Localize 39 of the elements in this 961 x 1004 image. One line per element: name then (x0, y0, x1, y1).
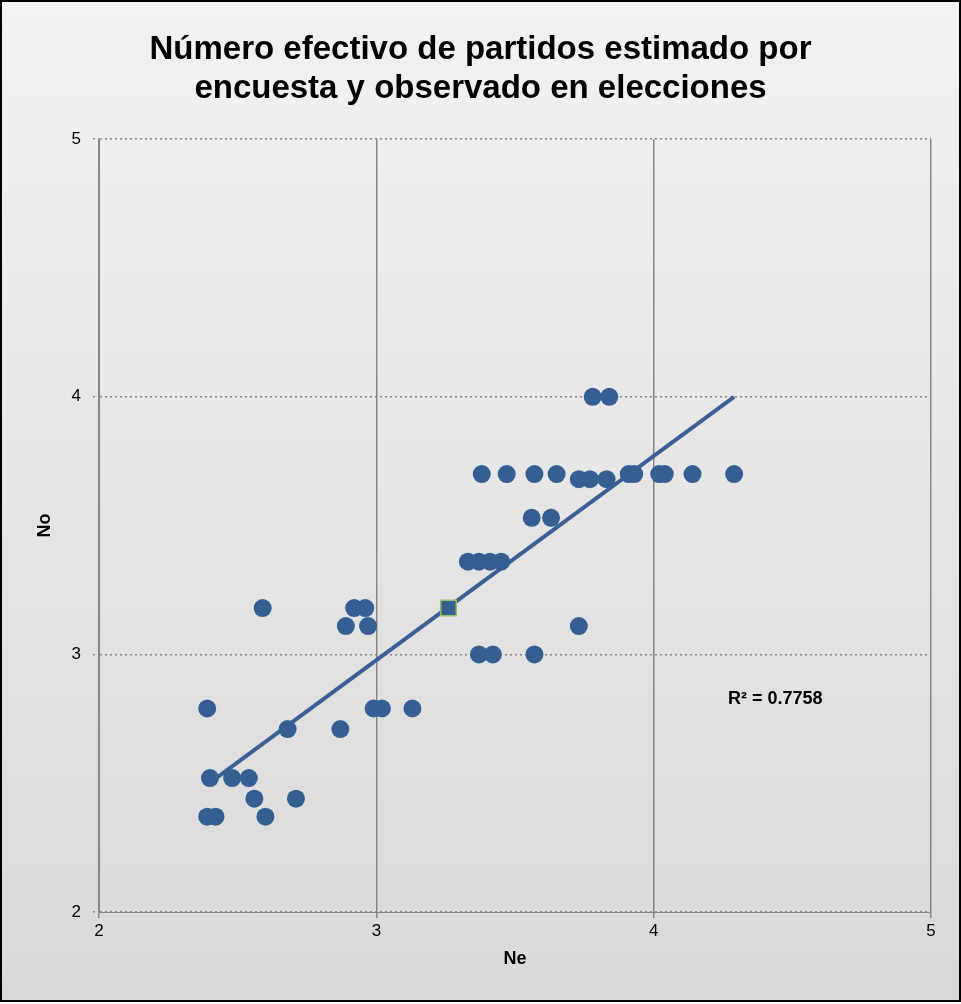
y-tick-label: 4 (71, 386, 82, 406)
point (525, 645, 544, 664)
point (439, 599, 457, 617)
y-tick-label: 2 (71, 901, 82, 921)
point (497, 465, 516, 484)
chart-title: Número efectivo de partidos estimado por encuesta y observado en elecciones (149, 28, 812, 106)
point (522, 508, 541, 527)
point (683, 465, 702, 484)
point (600, 387, 619, 406)
x-axis-title: Ne (503, 948, 527, 969)
point (331, 720, 350, 739)
annotation: R² = 0.7758 (728, 688, 823, 709)
y-tick-label: 5 (71, 128, 82, 148)
point (239, 769, 258, 788)
point (542, 508, 561, 527)
y-tick-label: 3 (71, 644, 82, 664)
point (359, 617, 378, 636)
point (472, 465, 491, 484)
point (245, 789, 264, 808)
x-tick-label: 4 (648, 920, 659, 940)
x-tick-label: 2 (94, 920, 104, 940)
point (278, 720, 297, 739)
point (597, 470, 616, 489)
x-tick-label: 3 (371, 920, 382, 940)
point (336, 617, 355, 636)
point (200, 769, 219, 788)
point (725, 465, 744, 484)
x-tick-label: 5 (926, 920, 936, 940)
point (256, 807, 275, 826)
point (403, 699, 422, 718)
point (198, 699, 217, 718)
point (286, 789, 305, 808)
y-axis-title: No (33, 513, 54, 538)
point (253, 599, 272, 618)
point (525, 465, 544, 484)
point (223, 769, 242, 788)
point (583, 387, 602, 406)
point (547, 465, 566, 484)
point (569, 617, 588, 636)
